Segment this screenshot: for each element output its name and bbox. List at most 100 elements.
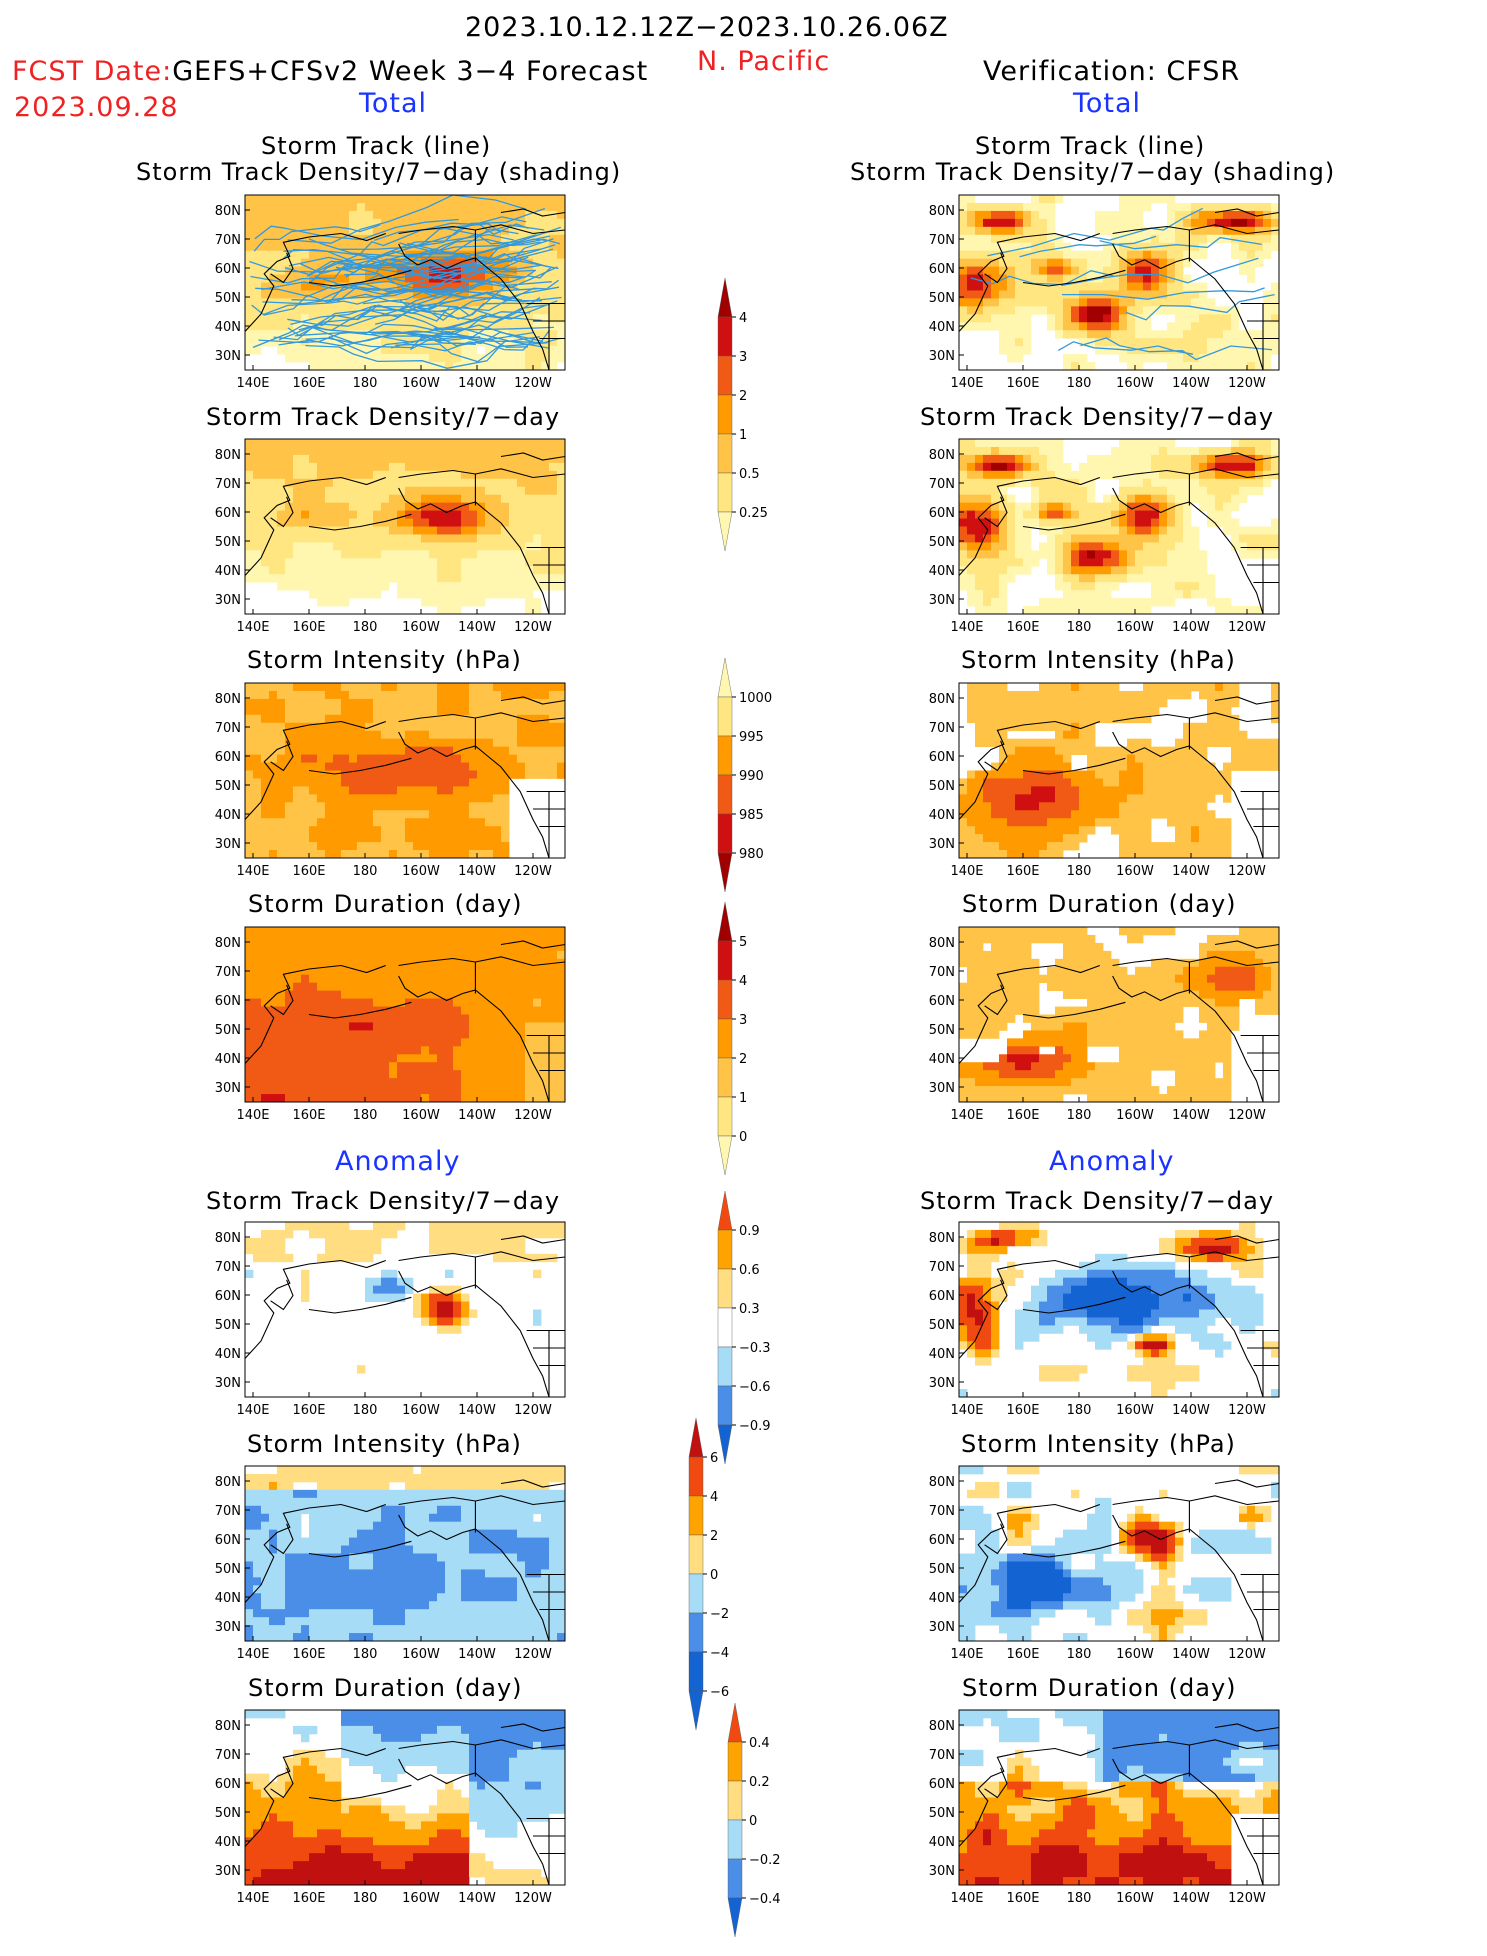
heatmap-cell [967, 322, 975, 330]
heatmap-cell [357, 951, 365, 959]
heatmap-cell [421, 842, 429, 850]
heatmap-cell [285, 699, 293, 707]
heatmap-cell [1039, 794, 1047, 802]
heatmap-cell [421, 802, 429, 810]
heatmap-cell [1159, 558, 1167, 566]
heatmap-cell [1263, 463, 1271, 471]
heatmap-cell [421, 558, 429, 566]
heatmap-cell [461, 439, 469, 447]
heatmap-cell [975, 439, 983, 447]
heatmap-cell [245, 283, 253, 291]
heatmap-cell [1079, 582, 1087, 590]
heatmap-cell [437, 542, 445, 550]
heatmap-cell [983, 463, 991, 471]
heatmap-cell [381, 842, 389, 850]
heatmap-cell [493, 786, 501, 794]
heatmap-cell [999, 834, 1007, 842]
heatmap-cell [317, 707, 325, 715]
heatmap-cell [429, 590, 437, 598]
heatmap-cell [461, 479, 469, 487]
heatmap-cell [1119, 463, 1127, 471]
heatmap-cell [381, 747, 389, 755]
heatmap-cell [365, 487, 373, 495]
heatmap-cell [1079, 707, 1087, 715]
heatmap-cell [999, 211, 1007, 219]
heatmap-cell [365, 943, 373, 951]
heatmap-cell [341, 463, 349, 471]
heatmap-cell [357, 211, 365, 219]
heatmap-cell [1015, 527, 1023, 535]
heatmap-cell [1151, 683, 1159, 691]
heatmap-cell [1247, 534, 1255, 542]
heatmap-cell [549, 487, 557, 495]
heatmap-cell [959, 582, 967, 590]
heatmap-cell [549, 683, 557, 691]
heatmap-cell [277, 455, 285, 463]
heatmap-cell [1063, 802, 1071, 810]
heatmap-cell [1199, 834, 1207, 842]
heatmap-cell [1055, 786, 1063, 794]
heatmap-cell [1015, 298, 1023, 306]
heatmap-cell [1103, 582, 1111, 590]
lat-tick-label: 50N [929, 291, 955, 306]
heatmap-cell [373, 935, 381, 943]
heatmap-cell [1007, 747, 1015, 755]
heatmap-cell [1151, 275, 1159, 283]
heatmap-cell [509, 707, 517, 715]
heatmap-cell [1135, 794, 1143, 802]
heatmap-cell [525, 763, 533, 771]
heatmap-cell [991, 582, 999, 590]
heatmap-cell [341, 503, 349, 511]
heatmap-cell [381, 850, 389, 858]
fc-density-anom-title: Storm Track Density/7−day [206, 1187, 560, 1215]
heatmap-cell [541, 771, 549, 779]
heatmap-cell [389, 778, 397, 786]
heatmap-cell [1191, 527, 1199, 535]
heatmap-cell [999, 550, 1007, 558]
heatmap-cell [1055, 763, 1063, 771]
heatmap-cell [967, 519, 975, 527]
heatmap-cell [373, 927, 381, 935]
heatmap-cell [333, 582, 341, 590]
heatmap-cell [485, 691, 493, 699]
heatmap-cell [253, 771, 261, 779]
heatmap-cell [349, 683, 357, 691]
heatmap-cell [1239, 330, 1247, 338]
heatmap-cell [349, 195, 357, 203]
heatmap-cell [317, 598, 325, 606]
heatmap-cell [453, 487, 461, 495]
heatmap-cell [253, 927, 261, 935]
heatmap-cell [1111, 818, 1119, 826]
heatmap-cell [1039, 251, 1047, 259]
heatmap-cell [1223, 786, 1231, 794]
heatmap-cell [1207, 810, 1215, 818]
heatmap-cell [413, 439, 421, 447]
heatmap-cell [1191, 534, 1199, 542]
lon-tick-label: 140W [458, 620, 496, 635]
heatmap-cell [261, 951, 269, 959]
heatmap-cell [277, 959, 285, 967]
heatmap-cell [1015, 778, 1023, 786]
heatmap-cell [365, 542, 373, 550]
heatmap-cell [1159, 235, 1167, 243]
lat-tick-label: 30N [215, 837, 241, 852]
heatmap-cell [349, 834, 357, 842]
heatmap-cell [253, 330, 261, 338]
heatmap-cell [1255, 463, 1263, 471]
heatmap-cell [1071, 495, 1079, 503]
heatmap-cell [975, 683, 983, 691]
heatmap-cell [1223, 211, 1231, 219]
heatmap-cell [1031, 463, 1039, 471]
heatmap-cell [1167, 786, 1175, 794]
heatmap-cell [1047, 267, 1055, 275]
heatmap-cell [1063, 306, 1071, 314]
heatmap-cell [397, 763, 405, 771]
heatmap-cell [309, 755, 317, 763]
heatmap-cell [1159, 455, 1167, 463]
heatmap-cell [991, 834, 999, 842]
heatmap-cell [389, 810, 397, 818]
heatmap-cell [1031, 802, 1039, 810]
heatmap-cell [1175, 771, 1183, 779]
heatmap-cell [285, 786, 293, 794]
